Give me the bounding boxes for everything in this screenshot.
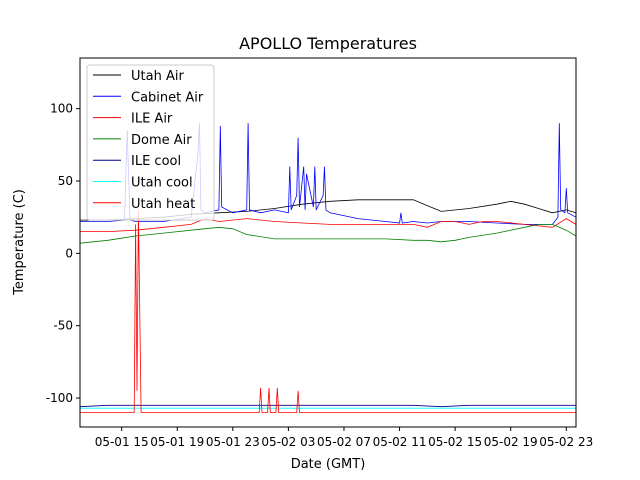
y-tick-label: 50 — [58, 174, 73, 188]
x-tick-label: 05-02 19 — [484, 435, 538, 449]
legend-label: Utah heat — [131, 197, 195, 212]
legend-label: Cabinet Air — [131, 90, 204, 105]
series-line-dome-air — [79, 223, 577, 244]
y-axis-label: Temperature (C) — [12, 189, 27, 296]
x-tick-label: 05-01 19 — [150, 435, 204, 449]
y-tick-label: 100 — [50, 102, 73, 116]
y-tick-label: -100 — [46, 391, 73, 405]
legend-label: ILE cool — [131, 154, 181, 169]
y-axis: 100 50 0 -50 -100 — [46, 102, 80, 405]
x-tick-label: 05-01 15 — [95, 435, 149, 449]
series-line-ile-air — [80, 218, 577, 233]
x-axis-label: Date (GMT) — [291, 457, 366, 472]
x-tick-label: 05-02 07 — [317, 435, 371, 449]
chart-title: APOLLO Temperatures — [239, 34, 417, 53]
y-tick-label: 0 — [65, 246, 73, 260]
series-line-ile-cool — [79, 404, 576, 408]
legend: Utah Air Cabinet Air ILE Air Dome Air ILE co… — [86, 64, 215, 221]
plot-frame — [79, 57, 577, 428]
y-tick-label: -50 — [53, 319, 73, 333]
legend-label: Dome Air — [131, 133, 192, 148]
x-tick-label: 05-01 23 — [206, 435, 260, 449]
x-tick-label: 05-02 15 — [428, 435, 482, 449]
x-axis: 05-01 15 05-01 19 05-01 23 05-02 03 05-02 07… — [95, 427, 593, 449]
legend-label: Utah Air — [131, 69, 184, 84]
x-tick-label: 05-02 11 — [373, 435, 427, 449]
legend-label: Utah cool — [131, 176, 193, 191]
x-tick-label: 05-02 23 — [539, 435, 593, 449]
legend-label: ILE Air — [131, 112, 173, 127]
x-tick-label: 05-02 03 — [261, 435, 315, 449]
series-line-utah-heat — [80, 209, 576, 413]
